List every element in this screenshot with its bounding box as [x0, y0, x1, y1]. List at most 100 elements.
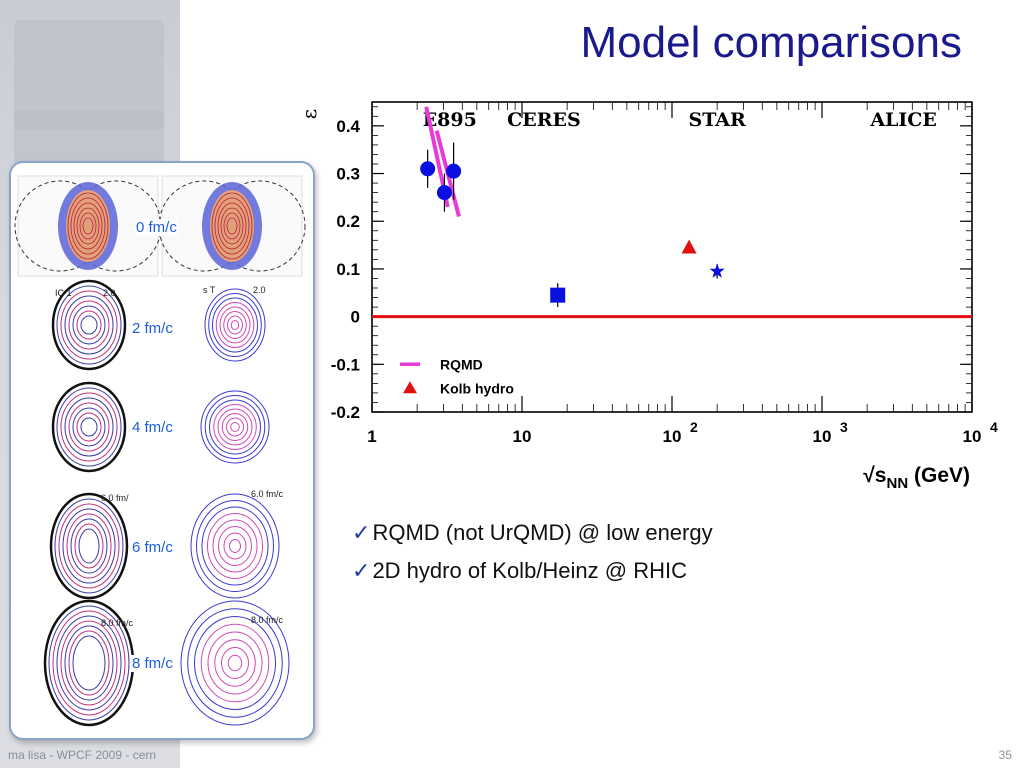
data-point-e895	[446, 163, 462, 179]
contour-line	[52, 610, 126, 716]
contour-line	[72, 635, 106, 691]
contour-line	[73, 202, 103, 250]
contour-line	[213, 404, 257, 450]
contour-line	[220, 207, 244, 245]
contour-line	[70, 518, 108, 574]
contour-line	[208, 293, 262, 357]
contour-line	[196, 500, 274, 592]
x-tick-exponent: 3	[840, 419, 848, 435]
contour-line	[72, 407, 106, 447]
contour-line	[221, 647, 249, 679]
contour-line	[67, 192, 109, 260]
time-label-4: 4 fm/c	[131, 419, 174, 436]
mini-label: 6.0 fm/	[101, 493, 129, 503]
y-axis-label: ε	[300, 109, 321, 119]
contour-line	[223, 311, 247, 339]
data-point-ceres	[550, 287, 566, 303]
contour-line	[209, 399, 261, 455]
data-point-e895	[436, 185, 452, 201]
contour-line	[58, 503, 120, 589]
check-icon: ✓	[352, 558, 371, 583]
x-tick-label: 10	[813, 427, 832, 446]
contour-line	[56, 615, 122, 711]
x-tick-exponent: 4	[990, 419, 998, 435]
contour-line	[56, 285, 122, 365]
contour-line	[229, 539, 241, 553]
x-axis-label-subscript: NN	[886, 475, 908, 490]
bullet-list: ✓RQMD (not UrQMD) @ low energy ✓2D hydro…	[352, 520, 713, 596]
experiment-label: ALICE	[869, 109, 937, 131]
contour-line	[82, 217, 94, 235]
contour-line	[66, 513, 112, 579]
contour-line	[227, 654, 243, 672]
contour-line	[78, 528, 100, 564]
contour-line	[80, 417, 98, 437]
contour-line	[221, 413, 249, 441]
time-label-2: 2 fm/c	[131, 320, 174, 337]
contour-fill	[66, 190, 110, 262]
y-tick-label: 0.4	[336, 117, 360, 136]
bullet-text: 2D hydro of Kolb/Heinz @ RHIC	[372, 558, 688, 583]
contour-line	[230, 320, 240, 330]
bullet-text: RQMD (not UrQMD) @ low energy	[372, 520, 713, 545]
contour-line	[194, 616, 276, 710]
contour-line	[48, 605, 130, 721]
mini-label: 8.0 fm/c	[251, 615, 284, 625]
x-axis-label-part: √s	[863, 464, 886, 487]
contour-outer	[51, 279, 127, 371]
contour-line	[190, 493, 280, 599]
y-tick-label: 0.2	[336, 212, 360, 231]
contour-line	[226, 217, 238, 235]
data-point-e895	[420, 161, 436, 177]
bullet-item: ✓2D hydro of Kolb/Heinz @ RHIC	[352, 558, 713, 584]
contour-line	[204, 288, 266, 362]
experiment-label: CERES	[507, 109, 581, 131]
slide-footer: ma lisa - WPCF 2009 - cern	[8, 748, 157, 762]
contour-line	[64, 295, 114, 355]
check-icon: ✓	[352, 520, 371, 545]
contour-line	[207, 631, 263, 695]
experiment-label: STAR	[688, 109, 746, 131]
contour-line	[227, 315, 243, 335]
contour-line	[223, 212, 241, 240]
mini-label: s T	[203, 285, 216, 295]
x-tick-label: 10	[663, 427, 682, 446]
contour-line	[62, 508, 116, 584]
contour-line	[219, 306, 251, 344]
y-tick-label: 0.3	[336, 165, 360, 184]
contour-line	[74, 523, 104, 569]
contour-line	[70, 197, 106, 255]
eccentricity-chart: 0.4 0.3 0.2 0.1 0 -0.1 -0.2 1 10 10 2 10 3 10 4 ε √sNN (…	[297, 90, 1000, 492]
x-axis-label-part: (GeV)	[908, 464, 970, 487]
contour-line	[60, 392, 118, 462]
y-tick-label: 0.1	[336, 260, 360, 279]
legend-label: Kolb hydro	[440, 380, 514, 396]
contour-line	[60, 290, 118, 360]
contour-line	[79, 212, 97, 240]
contour-line	[72, 305, 106, 345]
mini-label: 2.0	[103, 288, 116, 298]
x-tick-label: 10	[513, 427, 532, 446]
contour-line	[214, 197, 250, 255]
contour-line	[217, 202, 247, 250]
y-tick-label: -0.1	[331, 355, 360, 374]
contour-line	[68, 630, 110, 696]
contour-line	[218, 526, 252, 566]
contour-line	[60, 620, 118, 706]
bullet-item: ✓RQMD (not UrQMD) @ low energy	[352, 520, 713, 546]
x-axis-label: √sNN (GeV)	[863, 464, 970, 490]
page-number: 35	[998, 748, 1012, 762]
contour-line	[200, 623, 270, 703]
contour-line	[212, 519, 258, 573]
contour-line	[68, 300, 110, 350]
legend-label: RQMD	[440, 356, 483, 372]
mini-label: IC 1	[55, 288, 72, 298]
contour-line	[204, 395, 266, 459]
y-tick-label: -0.2	[331, 403, 360, 422]
time-label-6: 6 fm/c	[131, 539, 174, 556]
contour-line	[68, 402, 110, 452]
contour-line	[211, 192, 253, 260]
contour-line	[76, 412, 102, 442]
contour-line	[54, 498, 124, 594]
contour-line	[226, 417, 244, 437]
